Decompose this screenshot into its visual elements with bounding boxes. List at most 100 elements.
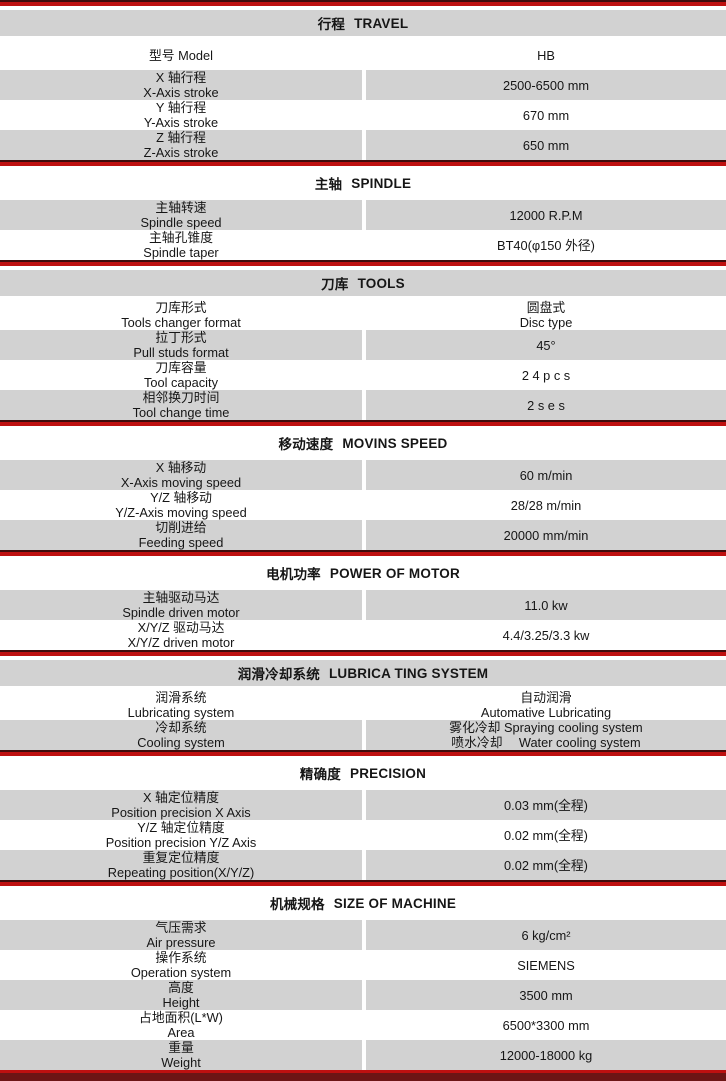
table-row-precision-yz: Y/Z 轴定位精度 Position precision Y/Z Axis 0.… — [0, 820, 726, 850]
table-row-air-pressure: 气压需求 Air pressure 6 kg/cm² — [0, 920, 726, 950]
label-zh: X 轴定位精度 — [142, 790, 220, 805]
spec-label: 相邻换刀时间 Tool change time — [0, 390, 366, 420]
spec-value: 670 mm — [366, 100, 726, 130]
spec-value: SIEMENS — [366, 950, 726, 980]
spec-value: 0.02 mm(全程) — [366, 820, 726, 850]
label-zh: 刀库形式 — [155, 300, 207, 315]
spec-label: 重量 Weight — [0, 1040, 366, 1070]
label-zh: 型号 Model — [148, 47, 213, 63]
table-row-area: 占地面积(L*W) Area 6500*3300 mm — [0, 1010, 726, 1040]
section-divider — [0, 750, 726, 756]
label-en: Feeding speed — [138, 535, 224, 550]
label-en: Area — [167, 1025, 195, 1040]
label-en: Weight — [161, 1055, 201, 1070]
label-zh: 气压需求 — [155, 920, 207, 935]
spec-value: 2 s e s — [366, 390, 726, 420]
section-title-zh: 行程 — [317, 17, 346, 32]
spec-label: 刀库容量 Tool capacity — [0, 360, 366, 390]
value-line: SIEMENS — [517, 957, 575, 973]
value-line: Disc type — [519, 315, 573, 330]
table-row-feeding-speed: 切削进给 Feeding speed 20000 mm/min — [0, 520, 726, 550]
label-zh: 主轴转速 — [155, 200, 207, 215]
label-zh: 相邻换刀时间 — [142, 390, 220, 405]
spec-value: 自动润滑 Automative Lubricating — [366, 690, 726, 720]
spec-value: 0.02 mm(全程) — [366, 850, 726, 880]
spec-value: 11.0 kw — [366, 590, 726, 620]
value-line: 670 mm — [522, 107, 570, 123]
table-row-lubricating: 润滑系统 Lubricating system 自动润滑 Automative … — [0, 690, 726, 720]
label-en: X-Axis moving speed — [120, 475, 242, 490]
spec-label: 高度 Height — [0, 980, 366, 1010]
spec-label: 操作系统 Operation system — [0, 950, 366, 980]
spec-value: 2 4 p c s — [366, 360, 726, 390]
label-en: Repeating position(X/Y/Z) — [107, 865, 255, 880]
section-divider — [0, 0, 726, 6]
spec-label: X 轴移动 X-Axis moving speed — [0, 460, 366, 490]
spec-value: 650 mm — [366, 130, 726, 160]
section-divider — [0, 880, 726, 886]
value-line: 圆盘式 — [526, 300, 566, 315]
value-line: 0.02 mm(全程) — [504, 857, 588, 873]
value-line: 4.4/3.25/3.3 kw — [502, 627, 590, 643]
spec-value: 0.03 mm(全程) — [366, 790, 726, 820]
table-row-operation-system: 操作系统 Operation system SIEMENS — [0, 950, 726, 980]
label-zh: X 轴移动 — [155, 460, 207, 475]
value-line: Automative Lubricating — [480, 705, 612, 720]
label-zh: 润滑系统 — [155, 690, 207, 705]
spec-value: HB — [366, 40, 726, 70]
spec-value: 圆盘式 Disc type — [366, 300, 726, 330]
table-row-spindle-taper: 主轴孔锥度 Spindle taper BT40(φ150 外径) — [0, 230, 726, 260]
value-line: 0.02 mm(全程) — [504, 827, 588, 843]
section-divider — [0, 550, 726, 556]
section-title-en: POWER OF MOTOR — [329, 565, 460, 581]
spec-value: 12000 R.P.M — [366, 200, 726, 230]
value-line: 自动润滑 — [520, 690, 572, 705]
table-row-tool-changer: 刀库形式 Tools changer format 圆盘式 Disc type — [0, 300, 726, 330]
label-en: Cooling system — [137, 735, 225, 750]
table-row-pull-studs: 拉丁形式 Pull studs format 45° — [0, 330, 726, 360]
label-en: Tools changer format — [121, 315, 241, 330]
section-title-zh: 电机功率 — [266, 567, 321, 582]
label-en: Y-Axis stroke — [143, 115, 219, 130]
label-en: Position precision Y/Z Axis — [105, 835, 257, 850]
spec-label: Y/Z 轴定位精度 Position precision Y/Z Axis — [0, 820, 366, 850]
label-en: X-Axis stroke — [143, 85, 219, 100]
section-divider — [0, 420, 726, 426]
label-zh: Y 轴行程 — [155, 100, 207, 115]
value-line: 2500-6500 mm — [502, 77, 590, 93]
spec-label: 主轴驱动马达 Spindle driven motor — [0, 590, 366, 620]
label-zh: 切削进给 — [155, 520, 207, 535]
bottom-border-bar — [0, 1070, 726, 1081]
section-divider — [0, 260, 726, 266]
section-header-tools: 刀库 TOOLS — [0, 270, 726, 296]
section-header-spindle: 主轴 SPINDLE — [0, 170, 726, 196]
section-title-zh: 移动速度 — [278, 437, 334, 452]
spec-value: 4.4/3.25/3.3 kw — [366, 620, 726, 650]
spec-value: 20000 mm/min — [366, 520, 726, 550]
value-line: 雾化冷却 Spraying cooling system — [449, 720, 643, 735]
value-line: 2 s e s — [527, 397, 565, 413]
section-divider — [0, 160, 726, 166]
table-row-tool-capacity: 刀库容量 Tool capacity 2 4 p c s — [0, 360, 726, 390]
spec-label: 切削进给 Feeding speed — [0, 520, 366, 550]
label-en: Air pressure — [146, 935, 216, 950]
spec-label: X 轴行程 X-Axis stroke — [0, 70, 366, 100]
value-line: 45° — [536, 337, 556, 353]
table-row-spindle-motor: 主轴驱动马达 Spindle driven motor 11.0 kw — [0, 590, 726, 620]
value-line: BT40(φ150 外径) — [497, 237, 595, 253]
table-row-repeat-precision: 重复定位精度 Repeating position(X/Y/Z) 0.02 mm… — [0, 850, 726, 880]
label-en: Lubricating system — [127, 705, 235, 720]
label-zh: X/Y/Z 驱动马达 — [137, 620, 225, 635]
spec-value: BT40(φ150 外径) — [366, 230, 726, 260]
label-en: Operation system — [130, 965, 232, 980]
table-row-cooling: 冷却系统 Cooling system 雾化冷却 Spraying coolin… — [0, 720, 726, 750]
section-header-precision: 精确度 PRECISION — [0, 760, 726, 786]
spec-label: 主轴孔锥度 Spindle taper — [0, 230, 366, 260]
value-line: 60 m/min — [519, 467, 573, 483]
spec-value: 6500*3300 mm — [366, 1010, 726, 1040]
table-row-precision-x: X 轴定位精度 Position precision X Axis 0.03 m… — [0, 790, 726, 820]
spec-value: 雾化冷却 Spraying cooling system 喷水冷却 Water … — [366, 720, 726, 750]
table-row-z-stroke: Z 轴行程 Z-Axis stroke 650 mm — [0, 130, 726, 160]
table-row-y-stroke: Y 轴行程 Y-Axis stroke 670 mm — [0, 100, 726, 130]
spec-label: Y 轴行程 Y-Axis stroke — [0, 100, 366, 130]
